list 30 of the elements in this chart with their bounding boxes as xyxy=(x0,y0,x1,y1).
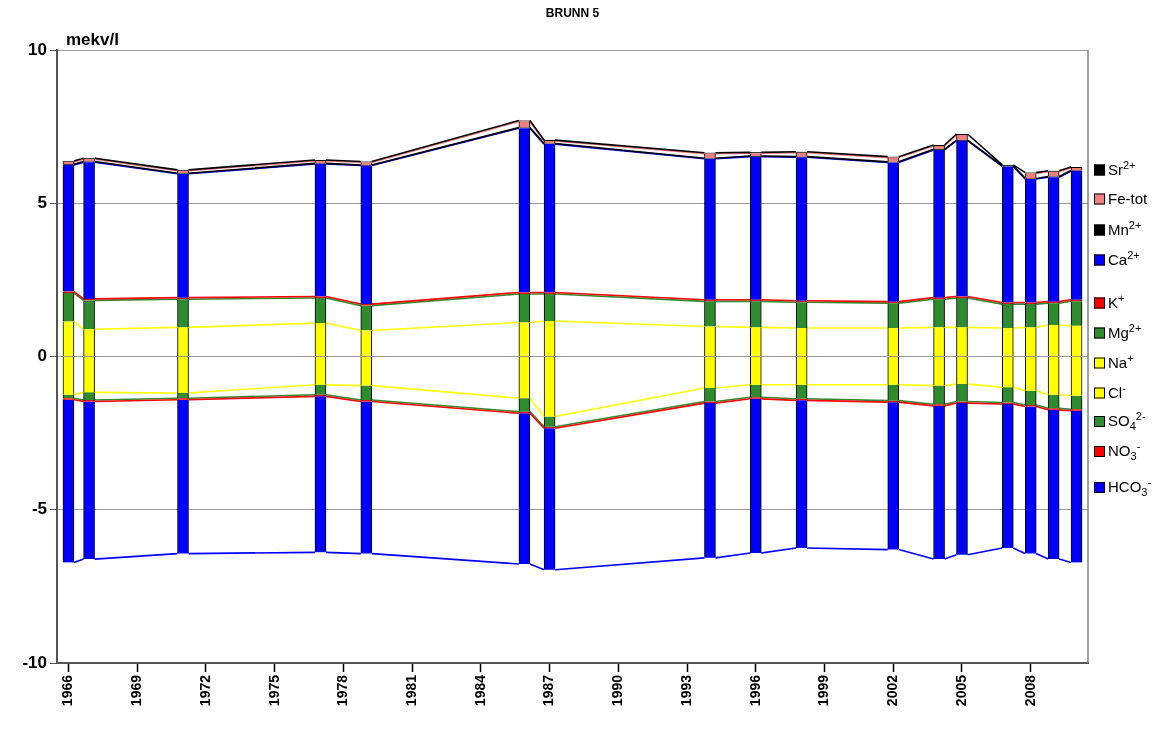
legend-label: Mn$^{2+}$ xyxy=(1108,218,1142,238)
x-tick-label: 2005 xyxy=(952,674,969,707)
legend-label: K$^{+}$ xyxy=(1108,291,1125,311)
y-tick-label: 5 xyxy=(37,192,47,212)
y-tick-label: 10 xyxy=(28,39,47,59)
x-tick-label: 1987 xyxy=(540,674,557,707)
legend-label: Ca$^{2+}$ xyxy=(1108,248,1140,268)
x-tick-label: 1966 xyxy=(59,674,76,707)
x-tick-label: 1990 xyxy=(609,674,626,707)
legend-label: Fe-tot xyxy=(1108,189,1148,207)
x-tick-label: 1975 xyxy=(265,674,282,707)
x-tick-label: 1978 xyxy=(334,674,351,707)
y-tick-label: -10 xyxy=(22,652,47,672)
x-tick-label: 1969 xyxy=(128,674,145,707)
x-tick-label: 2002 xyxy=(884,674,901,707)
y-tick-label: 0 xyxy=(37,346,47,366)
chart-title: BRUNN 5 xyxy=(544,6,601,20)
y-axis-title: mekv/l xyxy=(66,30,119,50)
x-tick-label: 1999 xyxy=(815,674,832,707)
x-tick-label: 1984 xyxy=(471,674,488,707)
x-tick-label: 1993 xyxy=(677,674,694,707)
legend-label: Na$^{+}$ xyxy=(1108,351,1134,371)
x-tick-label: 2008 xyxy=(1021,674,1038,707)
x-tick-label: 1996 xyxy=(746,674,763,707)
legend-label: Sr$^{2+}$ xyxy=(1108,158,1136,178)
y-tick-label: -5 xyxy=(31,499,47,519)
legend-label: Cl$^{-}$ xyxy=(1108,381,1126,401)
legend-label: Mg$^{2+}$ xyxy=(1108,321,1142,341)
x-tick-label: 1972 xyxy=(196,674,213,707)
x-tick-label: 1981 xyxy=(402,674,419,707)
